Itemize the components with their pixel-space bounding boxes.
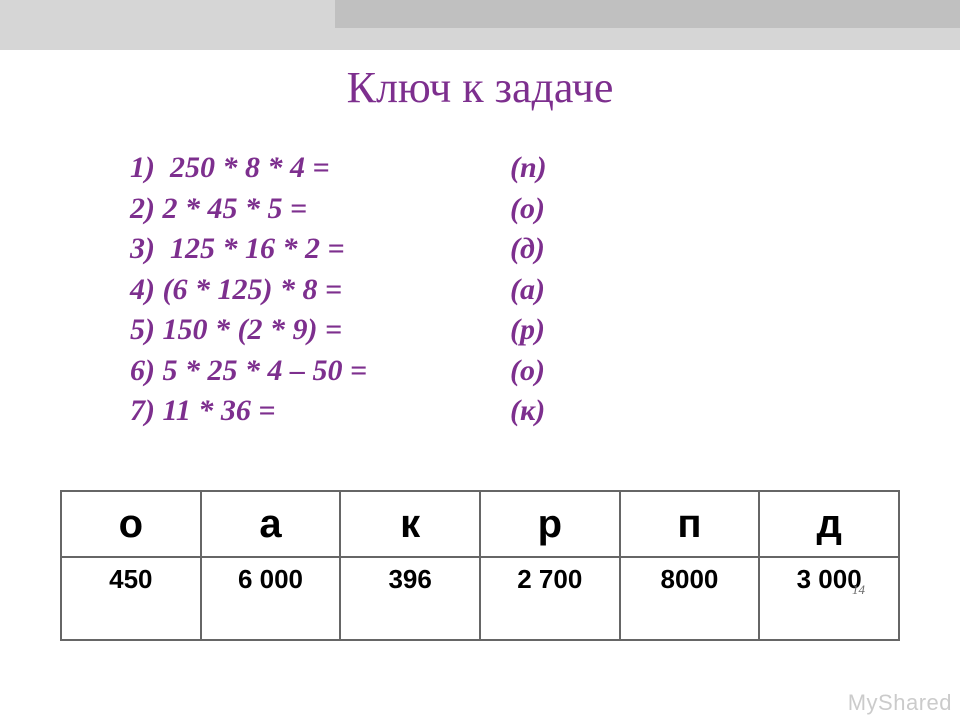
table-number-cell: 450: [61, 557, 201, 640]
table-letter-cell: д: [759, 491, 899, 557]
equation-row: 4) (6 * 125) * 8 = (а): [130, 270, 870, 311]
equation-lhs: 4) (6 * 125) * 8 =: [130, 270, 510, 311]
equation-rhs: (р): [510, 310, 545, 351]
equation-lhs: 6) 5 * 25 * 4 – 50 =: [130, 351, 510, 392]
equation-row: 3) 125 * 16 * 2 = (д): [130, 229, 870, 270]
table-number-cell: 6 000: [201, 557, 341, 640]
equation-row: 2) 2 * 45 * 5 = (о): [130, 189, 870, 230]
equation-lhs: 1) 250 * 8 * 4 =: [130, 148, 510, 189]
table-letter-cell: р: [480, 491, 620, 557]
table-number-cell: 396: [340, 557, 480, 640]
header-right-top-block: [335, 0, 960, 28]
equation-lhs: 7) 11 * 36 =: [130, 391, 510, 432]
answer-table: о а к р п д 450 6 000 396 2 700 8000 3 0…: [60, 490, 900, 641]
table-letter-cell: о: [61, 491, 201, 557]
header-left-block: [0, 0, 335, 50]
header-right-bottom-block: [335, 28, 960, 50]
table-number-row: 450 6 000 396 2 700 8000 3 000: [61, 557, 899, 640]
table-letter-row: о а к р п д: [61, 491, 899, 557]
equation-row: 5) 150 * (2 * 9) = (р): [130, 310, 870, 351]
table-number-cell: 8000: [620, 557, 760, 640]
equation-row: 7) 11 * 36 = (к): [130, 391, 870, 432]
table-number-cell: 2 700: [480, 557, 620, 640]
equation-lhs: 3) 125 * 16 * 2 =: [130, 229, 510, 270]
equation-rhs: (п): [510, 148, 547, 189]
watermark: MyShared: [848, 690, 952, 716]
table-letter-cell: а: [201, 491, 341, 557]
equation-row: 6) 5 * 25 * 4 – 50 = (о): [130, 351, 870, 392]
page-number: 14: [852, 582, 865, 598]
equation-lhs: 2) 2 * 45 * 5 =: [130, 189, 510, 230]
equation-row: 1) 250 * 8 * 4 = (п): [130, 148, 870, 189]
table-letter-cell: к: [340, 491, 480, 557]
equation-rhs: (о): [510, 189, 545, 230]
equation-lhs: 5) 150 * (2 * 9) =: [130, 310, 510, 351]
equation-rhs: (д): [510, 229, 545, 270]
slide: Ключ к задаче 1) 250 * 8 * 4 = (п) 2) 2 …: [0, 0, 960, 720]
equation-rhs: (а): [510, 270, 545, 311]
header-bar: [0, 0, 960, 50]
equation-rhs: (к): [510, 391, 545, 432]
equation-rhs: (о): [510, 351, 545, 392]
equations-block: 1) 250 * 8 * 4 = (п) 2) 2 * 45 * 5 = (о)…: [130, 148, 870, 432]
table-letter-cell: п: [620, 491, 760, 557]
table-number-cell: 3 000: [759, 557, 899, 640]
page-title: Ключ к задаче: [0, 62, 960, 113]
